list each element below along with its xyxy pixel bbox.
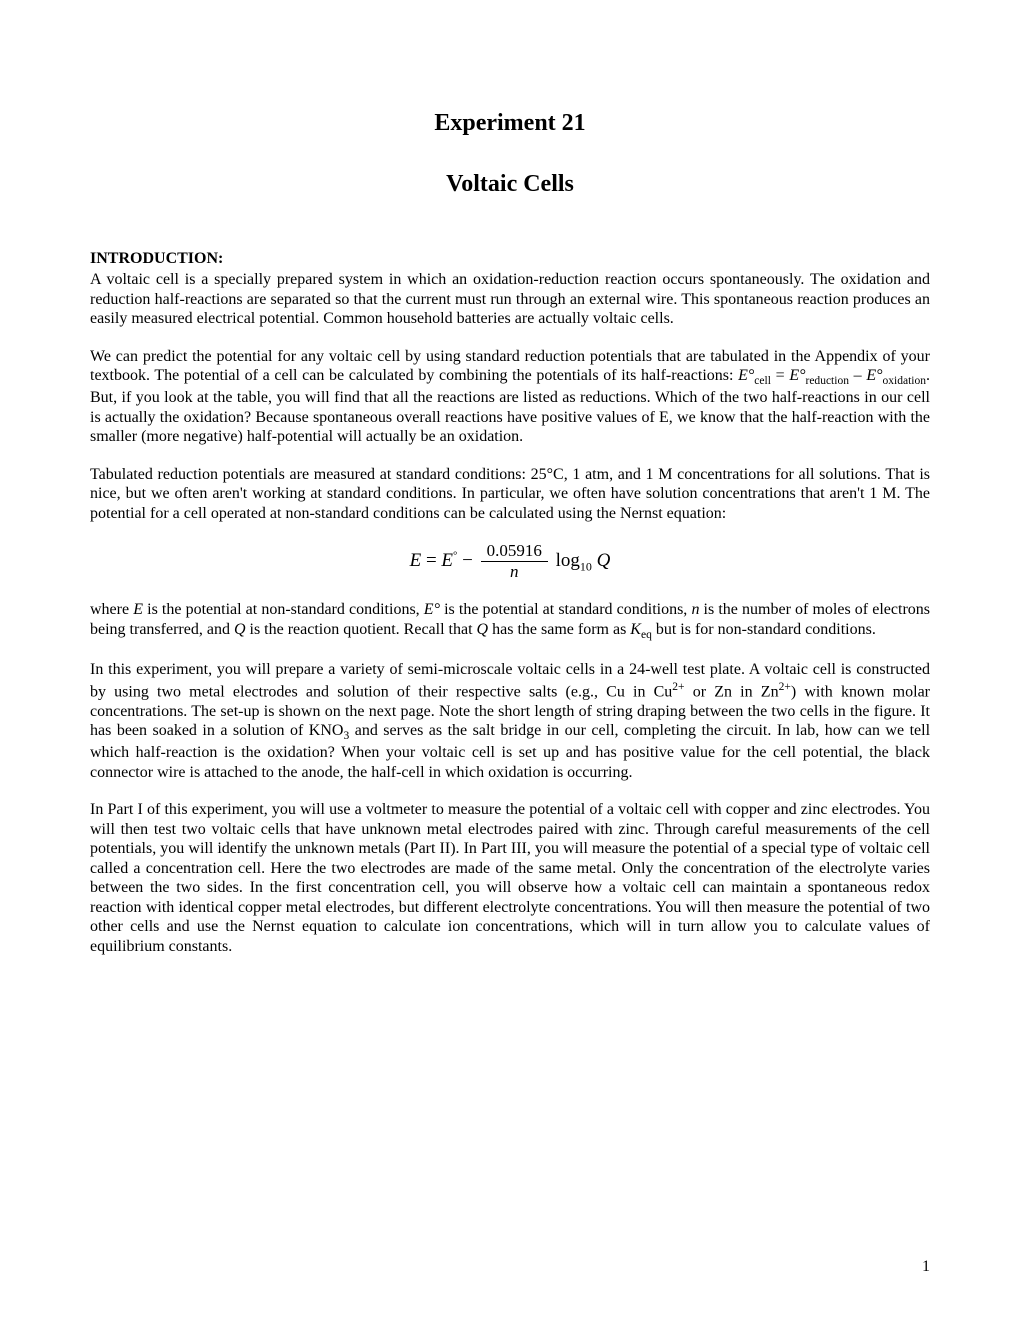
var-Edeg: E° xyxy=(424,601,440,618)
intro-paragraph-1: A voltaic cell is a specially prepared s… xyxy=(90,270,930,329)
eq-fraction: 0.05916n xyxy=(481,541,548,582)
text: = xyxy=(771,367,789,384)
section-heading-introduction: INTRODUCTION: xyxy=(90,250,930,268)
eq-E: E xyxy=(410,550,422,571)
text: – xyxy=(849,367,866,384)
intro-paragraph-2: We can predict the potential for any vol… xyxy=(90,347,930,447)
var-Q: Q xyxy=(234,621,246,638)
eq-equals: = xyxy=(421,550,441,571)
intro-paragraph-6: In Part I of this experiment, you will u… xyxy=(90,800,930,956)
experiment-number: Experiment 21 xyxy=(90,110,930,137)
text: or Zn in Zn xyxy=(685,683,779,700)
var-Q: Q xyxy=(477,621,489,638)
var-K: K xyxy=(630,621,641,638)
eq-denominator: n xyxy=(481,562,548,582)
text: is the potential at standard conditions, xyxy=(440,601,691,618)
sub-oxidation: oxidation xyxy=(883,375,927,387)
sup-cu-charge: 2+ xyxy=(672,681,684,693)
page-number: 1 xyxy=(922,1258,930,1276)
text: has the same form as xyxy=(488,621,630,638)
sup-zn-charge: 2+ xyxy=(779,681,791,693)
text: is the potential at non-standard conditi… xyxy=(143,601,424,618)
text: where xyxy=(90,601,133,618)
sub-reduction: reduction xyxy=(805,375,849,387)
eq-minus: − xyxy=(457,550,477,571)
experiment-title: Voltaic Cells xyxy=(90,171,930,198)
eq-numerator: 0.05916 xyxy=(481,541,548,562)
intro-paragraph-5: In this experiment, you will prepare a v… xyxy=(90,660,930,782)
var-E: E° xyxy=(789,367,805,384)
var-E: E° xyxy=(866,367,882,384)
eq-Q: Q xyxy=(597,550,611,571)
sub-eq: eq xyxy=(641,629,652,641)
sub-cell: cell xyxy=(754,375,771,387)
var-E: E° xyxy=(738,367,754,384)
eq-Edeg-E: E xyxy=(441,550,453,571)
text: but is for non-standard conditions. xyxy=(652,621,876,638)
eq-log-base: 10 xyxy=(580,560,592,574)
nernst-equation: E = E° − 0.05916n log10 Q xyxy=(90,541,930,582)
intro-paragraph-3: Tabulated reduction potentials are measu… xyxy=(90,465,930,524)
document-page: Experiment 21 Voltaic Cells INTRODUCTION… xyxy=(0,0,1020,1320)
text: is the reaction quotient. Recall that xyxy=(246,621,477,638)
intro-paragraph-4: where E is the potential at non-standard… xyxy=(90,600,930,642)
eq-log: log xyxy=(551,550,580,571)
var-E: E xyxy=(133,601,143,618)
